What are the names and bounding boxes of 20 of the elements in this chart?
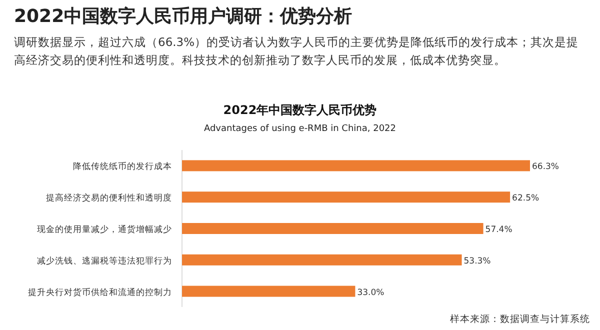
data-label: 33.0% [357, 288, 384, 298]
data-label: 62.5% [512, 194, 540, 204]
data-label: 53.3% [464, 256, 491, 266]
text: 样本来源：数据调查与计算系统 [450, 313, 590, 325]
text: 调研数据显示，超过六成（66.3%）的受访者认为数字人民币的主要优势是降低纸币的发行成本；其次是提高经济交易的便利性和透明度。科技技术的创新推动了数字人民币的发展，低成本优势突显。 [14, 35, 579, 67]
bar [182, 254, 462, 266]
bar [182, 160, 530, 172]
y-tick-label: 提高经济交易的便利性和透明度 [46, 192, 172, 204]
bar [182, 192, 510, 203]
y-tick-label: 降低传统纸币的发行成本 [73, 161, 172, 172]
bar [182, 286, 356, 297]
text: 2022中国数字人民币用户调研：优势分析 [14, 6, 352, 27]
data-label: 57.4% [485, 225, 512, 235]
chart-title: 2022年中国数字人民币优势 [223, 103, 377, 117]
y-tick-label: 减少洗钱、逃漏税等违法犯罪行为 [37, 255, 172, 266]
y-tick-label: 提升央行对货币供给和流通的控制力 [28, 286, 172, 298]
data-label: 66.3% [532, 162, 560, 172]
bar [182, 223, 484, 234]
chart-subtitle: Advantages of using e-RMB in China, 2022 [204, 124, 396, 134]
y-tick-label: 现金的使用量减少，通货增幅减少 [37, 224, 172, 235]
